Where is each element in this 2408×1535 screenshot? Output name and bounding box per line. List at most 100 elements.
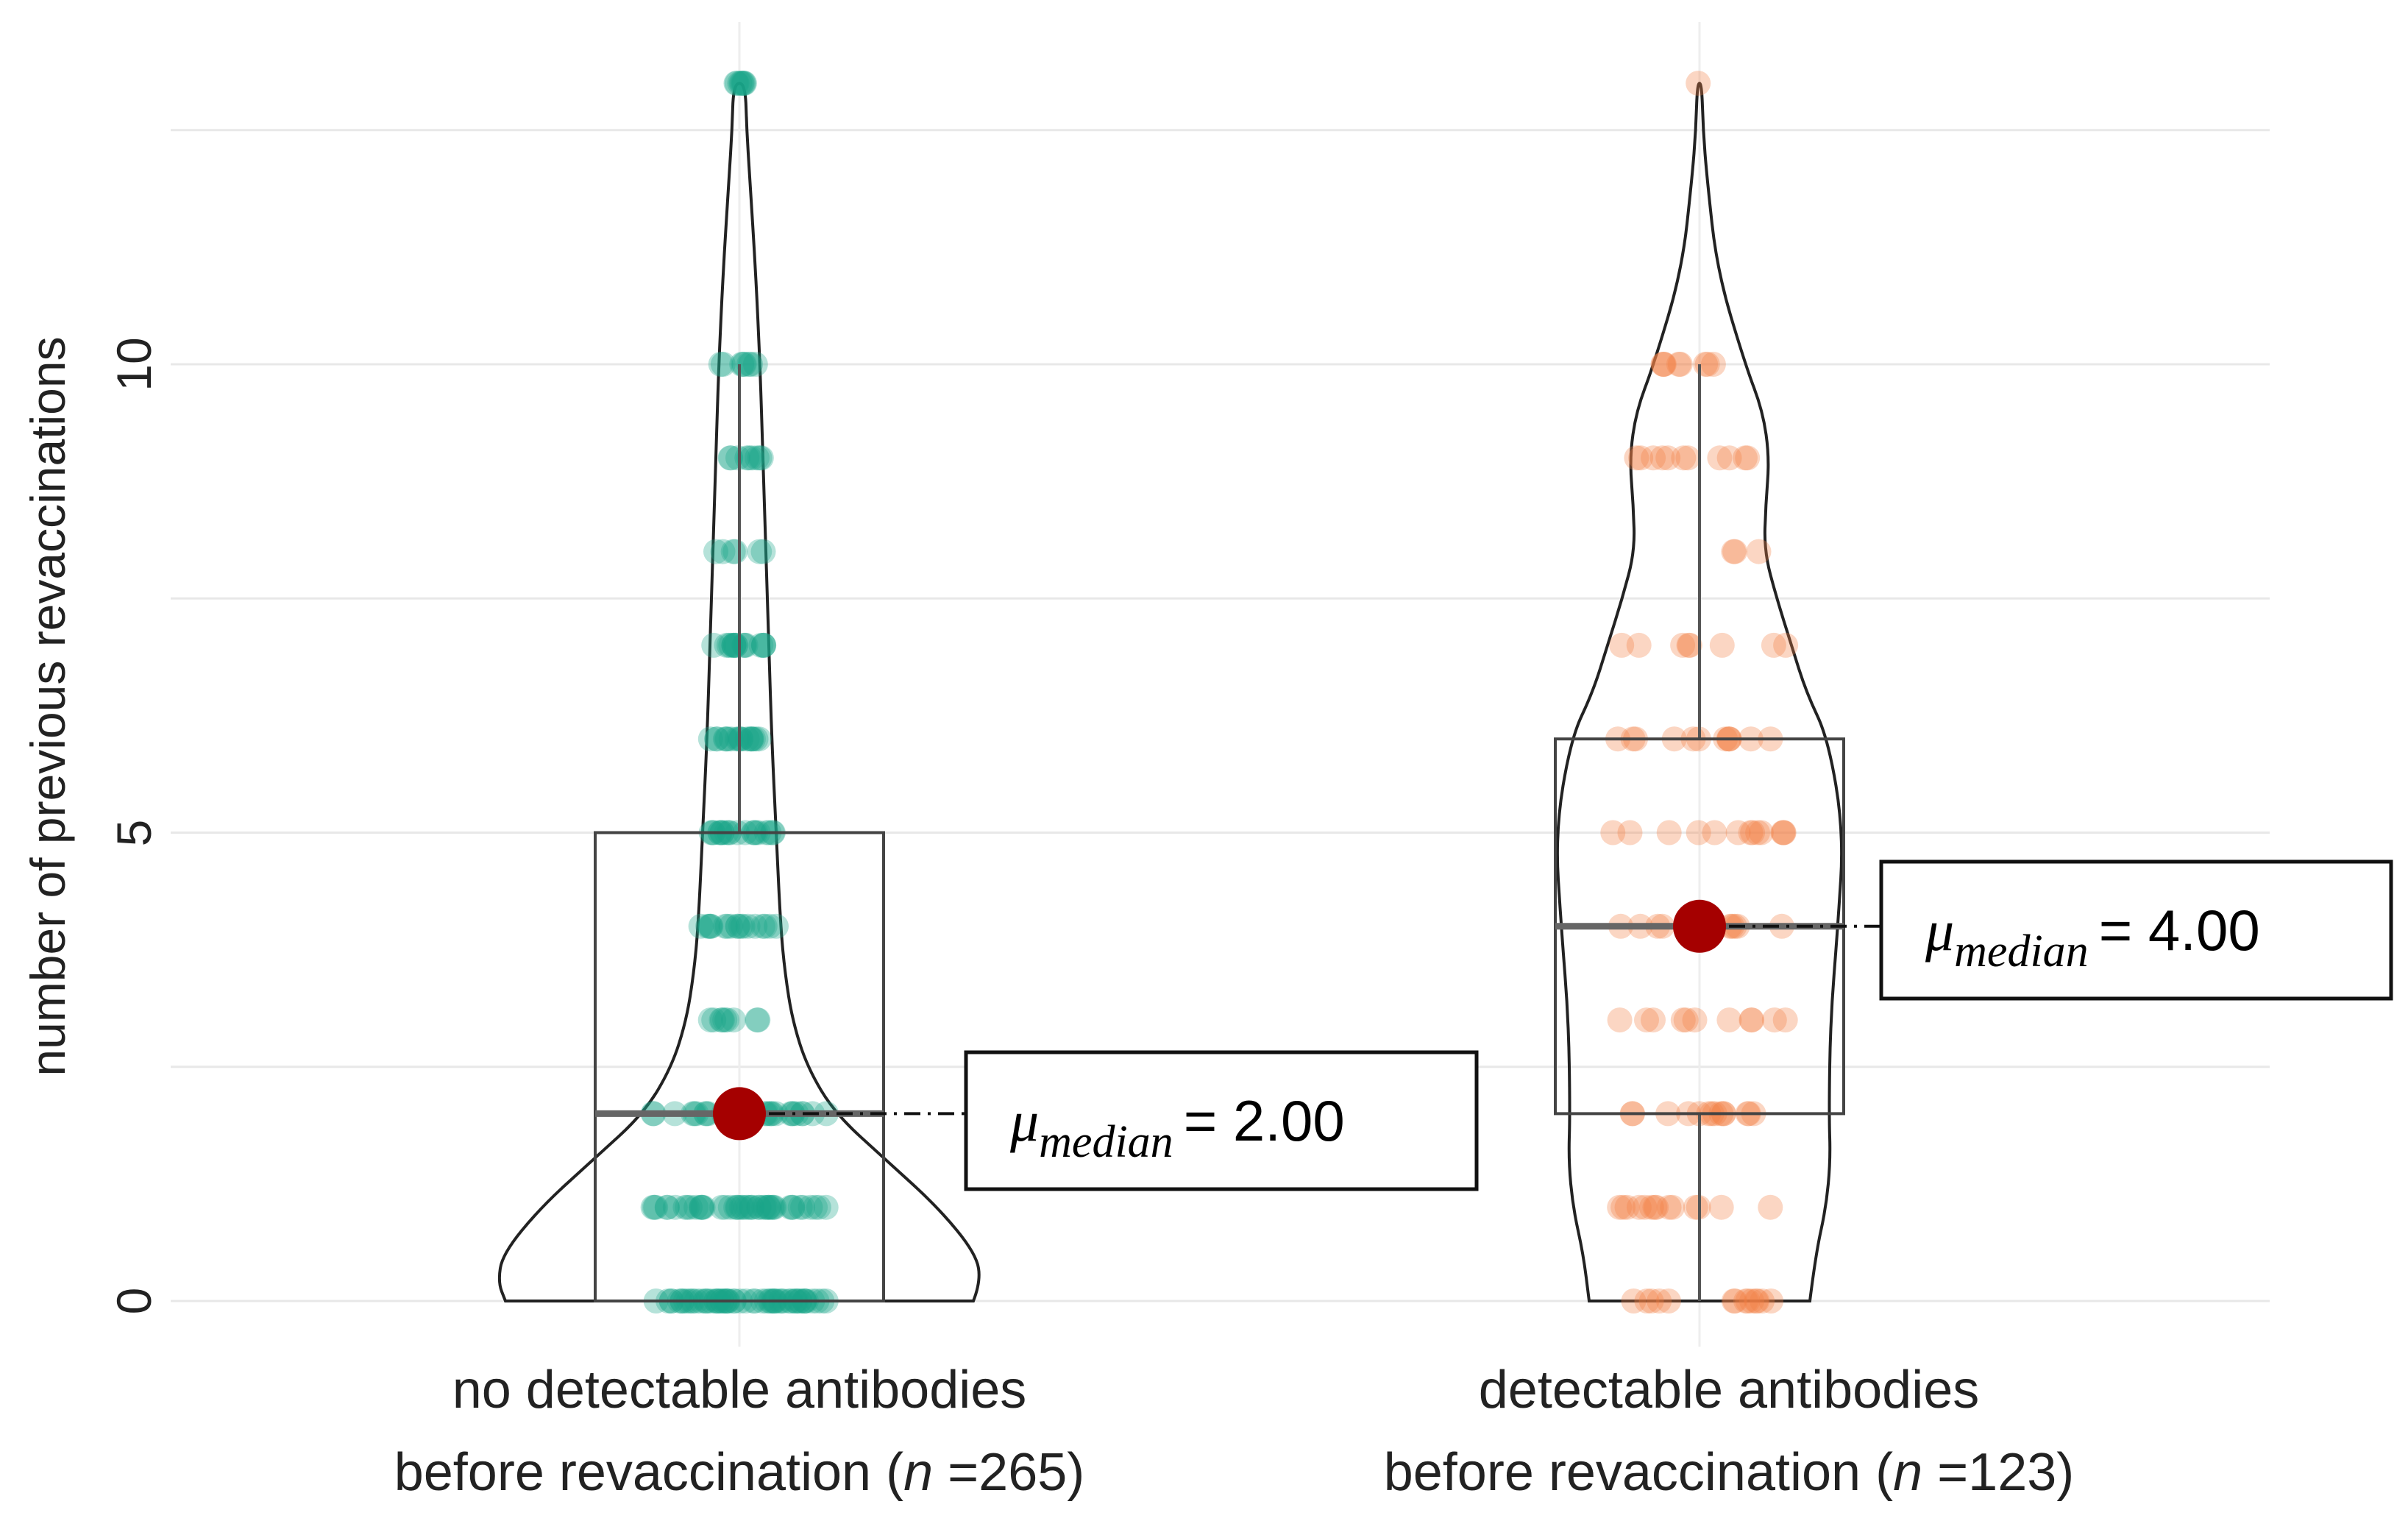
data-point [757,1194,783,1220]
data-point [695,913,721,939]
median-label-box-group-2 [1879,859,2393,1001]
violins [497,82,1844,1302]
data-point [1702,820,1727,846]
data-point [728,726,754,752]
data-point [717,1194,743,1220]
data-point [1634,1007,1659,1033]
median-subscript: median [1039,1117,1173,1167]
data-point [734,726,760,752]
data-point [1735,1288,1761,1314]
data-point [739,1194,764,1220]
data-point [728,1194,754,1220]
data-point [1638,1194,1664,1220]
data-point [1647,1288,1672,1314]
data-point [736,1194,761,1220]
data-point [1770,820,1796,846]
data-point [1694,352,1720,377]
data-point [1758,1194,1783,1220]
data-point [704,726,730,752]
mu-symbol: μ [1925,898,1954,963]
y-tick-label-10: 10 [107,337,161,391]
y-tick-label-5: 5 [107,820,161,847]
data-point [1656,1194,1682,1220]
data-point [714,726,739,752]
data-point [723,71,749,96]
data-point [690,1194,716,1220]
data-point [678,1194,703,1220]
data-point [662,1194,688,1220]
data-point [1738,1007,1764,1033]
data-point [750,632,776,658]
data-point [724,726,750,752]
data-point [747,539,773,564]
data-point [714,913,740,939]
data-point [1750,1288,1775,1314]
data-point [1725,820,1751,846]
data-point [1708,1194,1734,1220]
data-point [714,632,739,658]
data-point [730,71,756,96]
data-point [1721,539,1747,564]
data-point [718,726,744,752]
data-point [735,913,761,939]
data-point [1748,820,1774,846]
x-label-group-2-line2: before revaccination (n =123) [1384,1443,2075,1502]
data-point [1621,1288,1647,1314]
data-point [750,539,776,564]
data-point [1758,1288,1784,1314]
data-point [703,539,728,564]
data-point [728,913,753,939]
data-point [1733,1288,1758,1314]
data-point [697,913,722,939]
data-point [729,352,755,377]
data-point [1642,1194,1668,1220]
data-point [1667,352,1693,377]
data-point [642,1194,667,1220]
data-point [731,71,756,96]
data-point [746,1194,772,1220]
data-point [761,1194,787,1220]
data-point [721,1007,747,1033]
data-point [708,1007,734,1033]
data-point [745,445,770,471]
data-point [803,1194,828,1220]
data-point [734,1194,759,1220]
data-point [739,726,764,752]
data-point [725,913,750,939]
data-point [710,352,736,377]
data-point [1686,71,1711,96]
data-point [1761,1007,1787,1033]
data-point [757,913,783,939]
data-point [1709,632,1735,658]
data-point [721,632,747,658]
data-point [780,1194,805,1220]
data-point [746,726,772,752]
data-point [798,1194,823,1220]
data-point [655,1194,680,1220]
data-point [729,71,755,96]
data-point [747,445,773,471]
data-point [724,71,750,96]
median-subscript: median [1954,926,2089,976]
y-tick-label-0: 0 [107,1288,161,1315]
data-point [738,726,764,752]
data-point [1771,820,1797,846]
data-point [709,1194,734,1220]
data-point [752,913,778,939]
data-point [689,1194,715,1220]
data-point [697,726,723,752]
data-point [717,445,743,471]
x-label-group-1-line1: no detectable antibodies [452,1361,1027,1419]
data-point [688,913,714,939]
data-point [1739,1288,1764,1314]
data-point [723,632,748,658]
median-label-group-2: μmedian = 4.00 [1925,898,2260,976]
data-point [727,71,753,96]
data-point [1771,820,1797,846]
data-point [738,352,764,377]
data-point [750,913,775,939]
data-point [1722,1288,1748,1314]
data-point [722,539,748,564]
data-point [1716,1007,1742,1033]
